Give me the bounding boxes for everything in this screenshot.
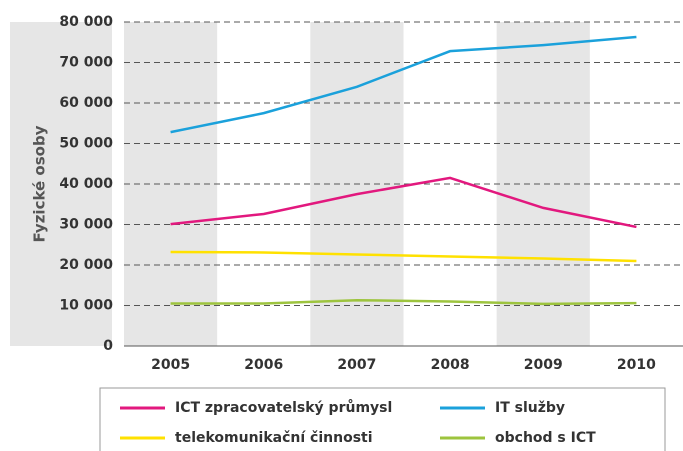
series-line — [170, 176, 637, 229]
legend-box — [99, 387, 666, 451]
x-tick-label: 2007 — [337, 357, 376, 373]
y-tick-label: 80 000 — [59, 14, 113, 30]
y-tick-label: 30 000 — [59, 217, 113, 233]
y-tick-label: 0 — [103, 338, 113, 354]
series-line — [170, 250, 637, 263]
y-tick-label: 70 000 — [59, 55, 113, 71]
y-tick-label: 60 000 — [59, 95, 113, 111]
x-tick-label: 2006 — [244, 357, 283, 373]
y-axis-label: Fyzické osoby — [31, 125, 49, 242]
y-tick-label: 10 000 — [59, 298, 113, 314]
y-tick-label: 50 000 — [59, 136, 113, 152]
series-line — [170, 35, 637, 134]
legend-label: ICT zpracovatelský průmysl — [175, 399, 392, 416]
x-tick-label: 2008 — [431, 357, 470, 373]
y-tick-label: 20 000 — [59, 257, 113, 273]
legend-label: IT služby — [495, 400, 565, 416]
y-tick-label: 40 000 — [59, 176, 113, 192]
series-line — [170, 298, 637, 306]
legend-label: obchod s ICT — [495, 430, 596, 446]
x-tick-label: 2005 — [151, 357, 190, 373]
legend-label: telekomunikační činnosti — [175, 430, 373, 446]
x-tick-label: 2010 — [617, 357, 656, 373]
y-label-box — [10, 22, 112, 346]
x-tick-label: 2009 — [524, 357, 563, 373]
